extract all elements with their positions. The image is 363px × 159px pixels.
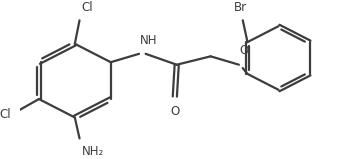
Text: O: O (240, 44, 249, 57)
Text: Br: Br (234, 1, 248, 14)
Text: Cl: Cl (81, 1, 93, 14)
Text: NH₂: NH₂ (82, 145, 105, 158)
Text: O: O (170, 105, 179, 118)
Text: Cl: Cl (0, 108, 11, 121)
Text: NH: NH (140, 34, 158, 47)
